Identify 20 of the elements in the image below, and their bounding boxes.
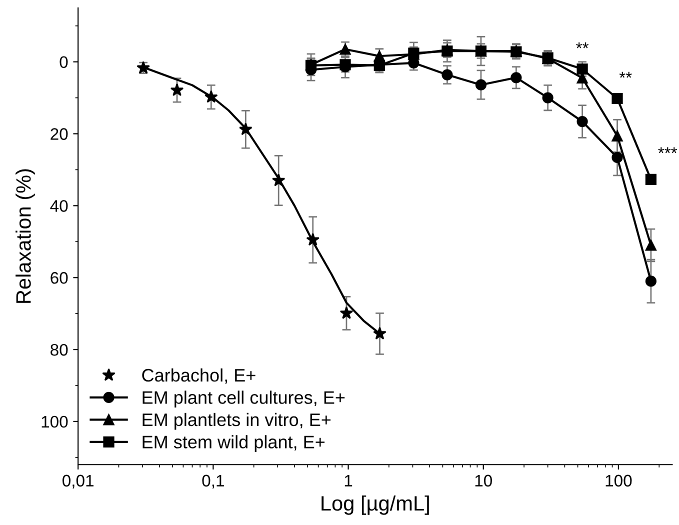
legend-label: Carbachol, E+ <box>142 368 256 384</box>
y-tick-label: 20 <box>50 128 68 140</box>
annotation: ** <box>619 72 632 78</box>
x-tick-label: 0,1 <box>202 474 224 489</box>
annotation: ** <box>576 42 589 48</box>
legend-label: EM stem wild plant, E+ <box>142 435 325 452</box>
legend-label: EM plantlets in vitro, E+ <box>142 412 331 430</box>
x-tick-label: 1 <box>344 474 352 486</box>
legend-label: EM plant cell cultures, E+ <box>142 390 345 408</box>
y-axis-title: Relaxation (%) <box>16 169 35 303</box>
y-tick-label: 60 <box>50 272 68 284</box>
y-tick-label: 0 <box>60 56 68 68</box>
x-tick-label: 0,01 <box>62 474 94 489</box>
annotation: *** <box>658 147 678 154</box>
x-axis-title: Log [µg/mL] <box>322 495 429 515</box>
y-tick-label: 100 <box>42 416 68 428</box>
y-tick-label: 40 <box>50 200 68 212</box>
x-tick-label: 100 <box>606 474 632 487</box>
y-tick-label: 80 <box>50 344 68 356</box>
x-tick-label: 10 <box>475 474 492 487</box>
